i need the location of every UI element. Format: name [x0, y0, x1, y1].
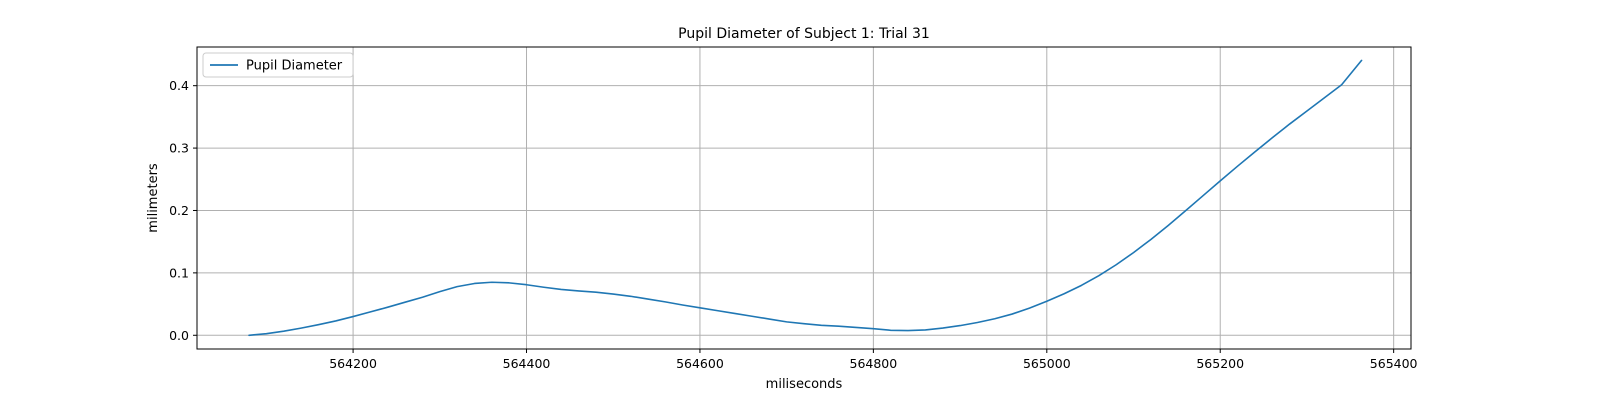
y-tick-label: 0.2: [169, 203, 189, 218]
x-tick-label: 565200: [1196, 356, 1244, 371]
legend-label: Pupil Diameter: [246, 59, 343, 74]
y-tick-label: 0.0: [169, 328, 189, 343]
grid-layer: [197, 47, 1411, 349]
x-tick-label: 564400: [503, 356, 551, 371]
series-layer: [248, 59, 1363, 337]
y-tick-label: 0.3: [169, 141, 189, 156]
plot-frame: [196, 46, 1412, 350]
x-tick-label: 564800: [850, 356, 898, 371]
x-tick-label: 565000: [1023, 356, 1071, 371]
series-line-pupil-diameter: [248, 59, 1363, 337]
y-axis-label: milimeters: [146, 163, 161, 233]
x-tick-label: 564600: [676, 356, 724, 371]
y-tick-label: 0.4: [169, 78, 189, 93]
y-tick-label: 0.1: [169, 265, 189, 280]
x-axis-label: miliseconds: [766, 377, 843, 392]
x-tick-label: 564200: [329, 356, 377, 371]
tick-layer: 564200 564400 564600 564800 565000 565200 5654…: [169, 78, 1417, 371]
chart-title: Pupil Diameter of Subject 1: Trial 31: [678, 26, 930, 42]
x-tick-label: 565400: [1370, 356, 1418, 371]
legend: Pupil Diameter: [202, 52, 354, 78]
legend-box: [202, 52, 354, 78]
